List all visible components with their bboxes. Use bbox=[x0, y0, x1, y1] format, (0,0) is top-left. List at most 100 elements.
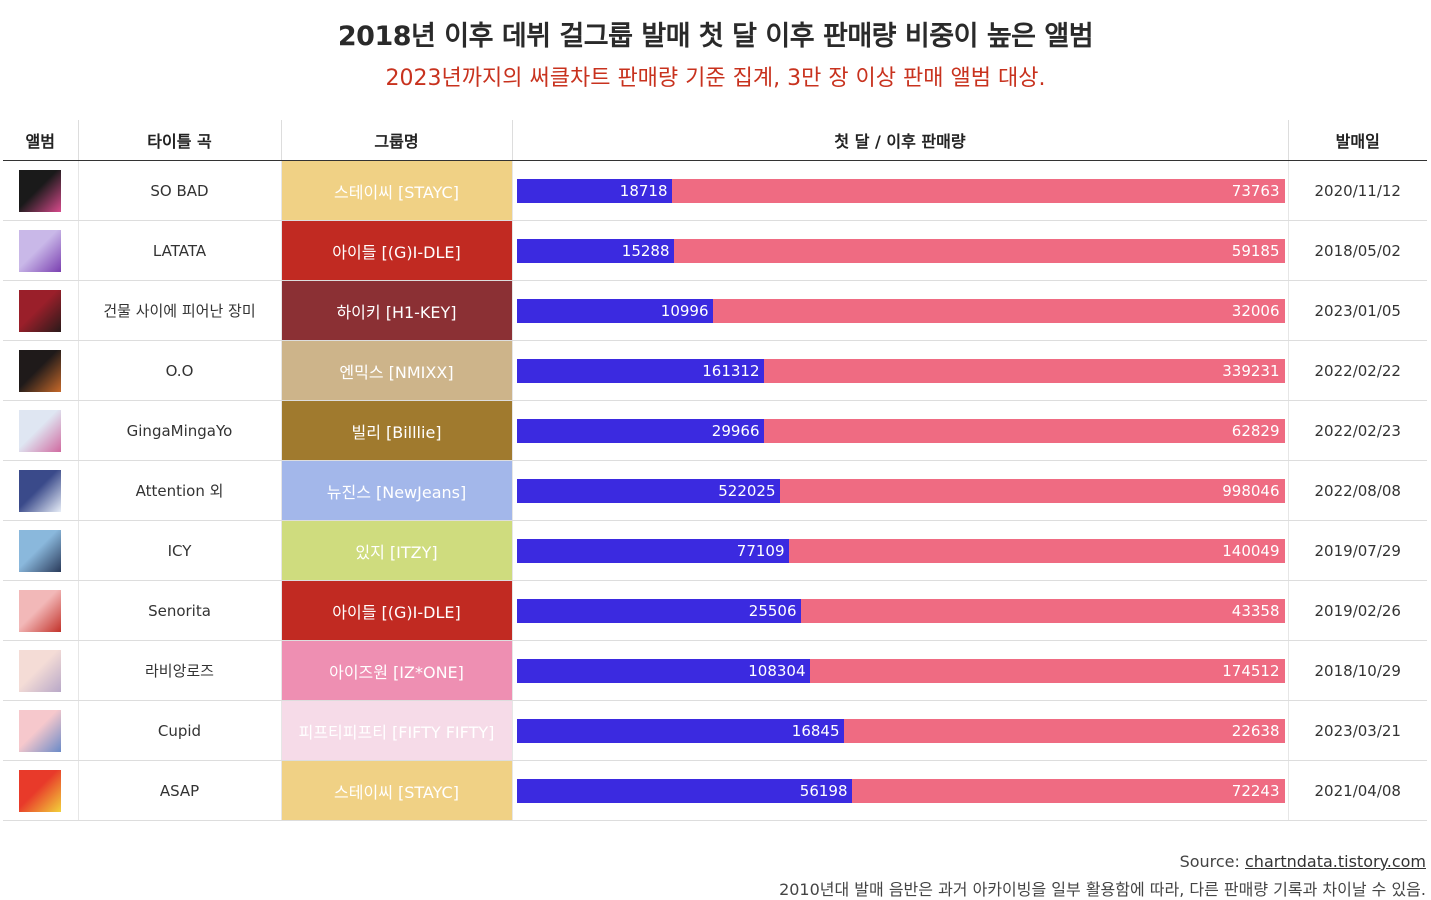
album-cell bbox=[3, 340, 79, 401]
chart-subtitle: 2023년까지의 써클차트 판매량 기준 집계, 3만 장 이상 판매 앨범 대… bbox=[385, 66, 1046, 91]
sales-bar: 522025 998046 bbox=[516, 478, 1285, 503]
label-after: 43358 bbox=[1231, 601, 1280, 620]
sales-cell: 522025 998046 bbox=[512, 460, 1289, 521]
sales-cell: 77109 140049 bbox=[512, 520, 1289, 581]
title-song-cell: Attention 외 bbox=[78, 460, 282, 521]
sales-cell: 56198 72243 bbox=[512, 760, 1289, 821]
album-cover-image bbox=[19, 649, 62, 692]
label-after: 339231 bbox=[1222, 361, 1280, 380]
release-date-cell: 2018/05/02 bbox=[1288, 220, 1427, 281]
group-cell: 아이들 [(G)I-DLE] bbox=[281, 580, 513, 641]
title-song-cell: GingaMingaYo bbox=[78, 400, 282, 461]
group-cell: 빌리 [Billlie] bbox=[281, 400, 513, 461]
bar-first-month bbox=[516, 658, 811, 683]
sales-bar: 10996 32006 bbox=[516, 298, 1285, 323]
bar-first-month bbox=[516, 178, 673, 203]
group-cell: 있지 [ITZY] bbox=[281, 520, 513, 581]
sales-cell: 10996 32006 bbox=[512, 280, 1289, 341]
album-cover-image bbox=[19, 769, 62, 812]
table-header-row: 앨범 타이틀 곡 그룹명 첫 달 / 이후 판매량 발매일 bbox=[3, 120, 1427, 161]
bar-first-month bbox=[516, 418, 765, 443]
album-cover-image bbox=[19, 349, 62, 392]
label-first-month: 10996 bbox=[660, 301, 709, 320]
label-after: 998046 bbox=[1222, 481, 1280, 500]
label-after: 140049 bbox=[1222, 541, 1280, 560]
album-cell bbox=[3, 580, 79, 641]
label-first-month: 56198 bbox=[799, 781, 848, 800]
table-row: LATATA 아이들 [(G)I-DLE] 15288 59185 2018/05/02 bbox=[3, 220, 1427, 281]
bar-after bbox=[671, 178, 1285, 203]
album-cell bbox=[3, 400, 79, 461]
bar-after bbox=[788, 538, 1285, 563]
table-row: O.O 엔믹스 [NMIXX] 161312 339231 2022/02/22 bbox=[3, 340, 1427, 401]
title-song-cell: LATATA bbox=[78, 220, 282, 281]
sales-cell: 161312 339231 bbox=[512, 340, 1289, 401]
bar-after bbox=[800, 598, 1285, 623]
label-after: 72243 bbox=[1231, 781, 1280, 800]
header-title-song: 타이틀 곡 bbox=[78, 120, 282, 161]
sales-bar: 29966 62829 bbox=[516, 418, 1285, 443]
bar-after bbox=[673, 238, 1285, 263]
release-date-cell: 2021/04/08 bbox=[1288, 760, 1427, 821]
source-label: Source: bbox=[1179, 852, 1245, 871]
album-cell bbox=[3, 700, 79, 761]
header-album: 앨범 bbox=[3, 120, 79, 161]
label-after: 32006 bbox=[1231, 301, 1280, 320]
label-first-month: 18718 bbox=[619, 181, 668, 200]
bar-after bbox=[763, 358, 1285, 383]
group-cell: 뉴진스 [NewJeans] bbox=[281, 460, 513, 521]
source-link[interactable]: chartndata.tistory.com bbox=[1245, 852, 1426, 871]
bar-first-month bbox=[516, 478, 781, 503]
table-row: ICY 있지 [ITZY] 77109 140049 2019/07/29 bbox=[3, 520, 1427, 581]
album-cell bbox=[3, 760, 79, 821]
table-row: ASAP 스테이씨 [STAYC] 56198 72243 2021/04/08 bbox=[3, 760, 1427, 821]
label-first-month: 108304 bbox=[748, 661, 806, 680]
album-cell bbox=[3, 460, 79, 521]
sales-bar: 77109 140049 bbox=[516, 538, 1285, 563]
album-cover-image bbox=[19, 289, 62, 332]
release-date-cell: 2023/01/05 bbox=[1288, 280, 1427, 341]
album-cell bbox=[3, 160, 79, 221]
title-song-cell: ASAP bbox=[78, 760, 282, 821]
group-cell: 스테이씨 [STAYC] bbox=[281, 760, 513, 821]
release-date-cell: 2019/07/29 bbox=[1288, 520, 1427, 581]
release-date-cell: 2020/11/12 bbox=[1288, 160, 1427, 221]
release-date-cell: 2018/10/29 bbox=[1288, 640, 1427, 701]
release-date-cell: 2023/03/21 bbox=[1288, 700, 1427, 761]
title-song-cell: 라비앙로즈 bbox=[78, 640, 282, 701]
source-line: Source: chartndata.tistory.com bbox=[1180, 852, 1426, 871]
sales-cell: 18718 73763 bbox=[512, 160, 1289, 221]
group-cell: 스테이씨 [STAYC] bbox=[281, 160, 513, 221]
table-row: 건물 사이에 피어난 장미 하이키 [H1-KEY] 10996 32006 2023/… bbox=[3, 280, 1427, 341]
sales-cell: 29966 62829 bbox=[512, 400, 1289, 461]
release-date-cell: 2022/08/08 bbox=[1288, 460, 1427, 521]
album-cover-image bbox=[19, 229, 62, 272]
sales-bar: 56198 72243 bbox=[516, 778, 1285, 803]
release-date-cell: 2022/02/23 bbox=[1288, 400, 1427, 461]
album-cover-image bbox=[19, 529, 62, 572]
sales-bar: 15288 59185 bbox=[516, 238, 1285, 263]
album-cell bbox=[3, 520, 79, 581]
album-cover-image bbox=[19, 409, 62, 452]
bar-after bbox=[851, 778, 1285, 803]
group-cell: 피프티피프티 [FIFTY FIFTY] bbox=[281, 700, 513, 761]
label-first-month: 25506 bbox=[748, 601, 797, 620]
album-cover-image bbox=[19, 589, 62, 632]
label-first-month: 16845 bbox=[791, 721, 840, 740]
sales-cell: 16845 22638 bbox=[512, 700, 1289, 761]
bar-after bbox=[763, 418, 1285, 443]
sales-bar: 108304 174512 bbox=[516, 658, 1285, 683]
header-group: 그룹명 bbox=[281, 120, 513, 161]
label-after: 59185 bbox=[1231, 241, 1280, 260]
sales-bar: 25506 43358 bbox=[516, 598, 1285, 623]
bar-after bbox=[779, 478, 1285, 503]
bar-first-month bbox=[516, 598, 802, 623]
label-first-month: 77109 bbox=[736, 541, 785, 560]
chart-title: 2018년 이후 데뷔 걸그룹 발매 첫 달 이후 판매량 비중이 높은 앨범 bbox=[337, 21, 1094, 52]
table-row: Attention 외 뉴진스 [NewJeans] 522025 998046 202… bbox=[3, 460, 1427, 521]
title-song-cell: Senorita bbox=[78, 580, 282, 641]
table-row: Senorita 아이들 [(G)I-DLE] 25506 43358 2019/02/… bbox=[3, 580, 1427, 641]
bar-after bbox=[843, 718, 1285, 743]
title-song-cell: Cupid bbox=[78, 700, 282, 761]
table-row: 라비앙로즈 아이즈원 [IZ*ONE] 108304 174512 2018/10/29 bbox=[3, 640, 1427, 701]
